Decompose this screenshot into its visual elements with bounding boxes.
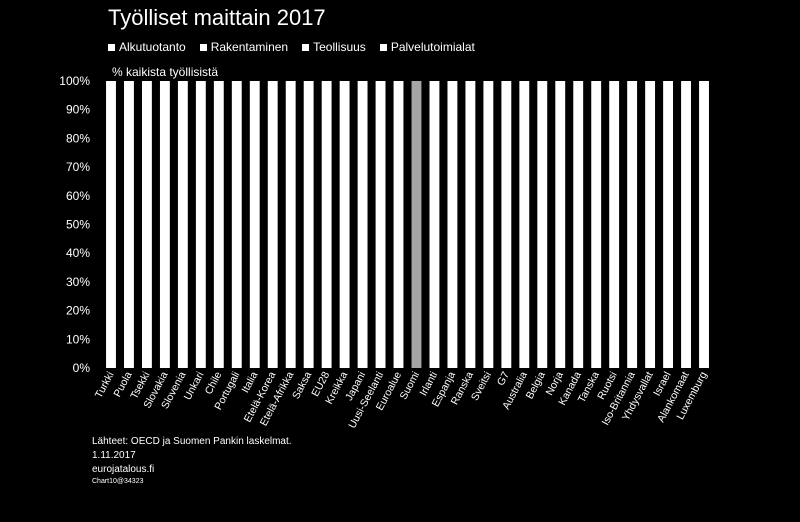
legend-item: Alkutuotanto bbox=[108, 40, 186, 54]
chart-title: Työlliset maittain 2017 bbox=[108, 5, 326, 30]
y-tick-label: 90% bbox=[66, 103, 90, 117]
bar bbox=[501, 81, 512, 368]
bar bbox=[375, 81, 386, 368]
y-tick-label: 60% bbox=[66, 189, 90, 203]
y-tick-label: 30% bbox=[66, 275, 90, 289]
x-tick-label: Turkki bbox=[93, 370, 117, 401]
bar bbox=[537, 81, 548, 368]
legend: Alkutuotanto Rakentaminen Teollisuus Pal… bbox=[108, 40, 475, 54]
bar bbox=[339, 81, 350, 368]
date-note: 1.11.2017 bbox=[92, 450, 136, 461]
bar bbox=[141, 81, 152, 368]
legend-item: Teollisuus bbox=[302, 40, 366, 54]
legend-label: Teollisuus bbox=[313, 40, 366, 54]
bar bbox=[267, 81, 278, 368]
y-tick-label: 70% bbox=[66, 160, 90, 174]
bar bbox=[483, 81, 494, 368]
y-tick-label: 50% bbox=[66, 218, 90, 232]
bar bbox=[591, 81, 602, 368]
legend-item: Rakentaminen bbox=[199, 40, 289, 54]
legend-label: Rakentaminen bbox=[210, 40, 289, 54]
bar bbox=[124, 81, 134, 368]
site-note: eurojatalous.fi bbox=[92, 464, 155, 475]
y-tick-label: 80% bbox=[66, 131, 90, 145]
bar bbox=[645, 81, 656, 368]
legend-label: Alkutuotanto bbox=[119, 40, 186, 54]
bar bbox=[321, 81, 332, 368]
legend-item: Palvelutoimialat bbox=[379, 40, 475, 54]
bar bbox=[465, 81, 476, 368]
legend-swatch bbox=[379, 43, 387, 51]
legend-swatch bbox=[199, 43, 207, 51]
bar bbox=[195, 81, 206, 368]
bar bbox=[681, 81, 691, 368]
y-tick-label: 10% bbox=[66, 332, 90, 346]
bar bbox=[285, 81, 296, 368]
bar bbox=[303, 81, 314, 368]
bar bbox=[519, 81, 530, 368]
bar bbox=[357, 81, 368, 368]
bar bbox=[106, 81, 116, 368]
bar bbox=[447, 81, 458, 368]
bar bbox=[573, 81, 584, 368]
bar bbox=[609, 81, 620, 368]
bar bbox=[627, 81, 638, 368]
bar bbox=[699, 81, 709, 368]
y-tick-label: 0% bbox=[73, 361, 91, 375]
bar bbox=[411, 81, 422, 368]
bar bbox=[231, 81, 242, 368]
footer: Lähteet: OECD ja Suomen Pankin laskelmat… bbox=[92, 435, 292, 486]
y-tick-label: 100% bbox=[59, 74, 90, 88]
bar bbox=[177, 81, 188, 368]
legend-swatch bbox=[108, 43, 115, 51]
source-note: Lähteet: OECD ja Suomen Pankin laskelmat… bbox=[92, 436, 292, 447]
chart-code: Chart10@34323 bbox=[92, 478, 144, 485]
bar bbox=[159, 81, 170, 368]
x-tick-label: G7 bbox=[495, 370, 512, 388]
bar bbox=[429, 81, 440, 368]
legend-label: Palvelutoimialat bbox=[390, 40, 475, 54]
y-tick-label: 40% bbox=[66, 246, 90, 260]
bar bbox=[213, 81, 224, 368]
bar bbox=[393, 81, 404, 368]
bar bbox=[663, 81, 674, 368]
y-axis-label: % kaikista työllisistä bbox=[112, 65, 219, 79]
legend-swatch bbox=[302, 43, 310, 51]
y-tick-label: 20% bbox=[66, 304, 90, 318]
bar bbox=[555, 81, 566, 368]
bar bbox=[249, 81, 260, 368]
